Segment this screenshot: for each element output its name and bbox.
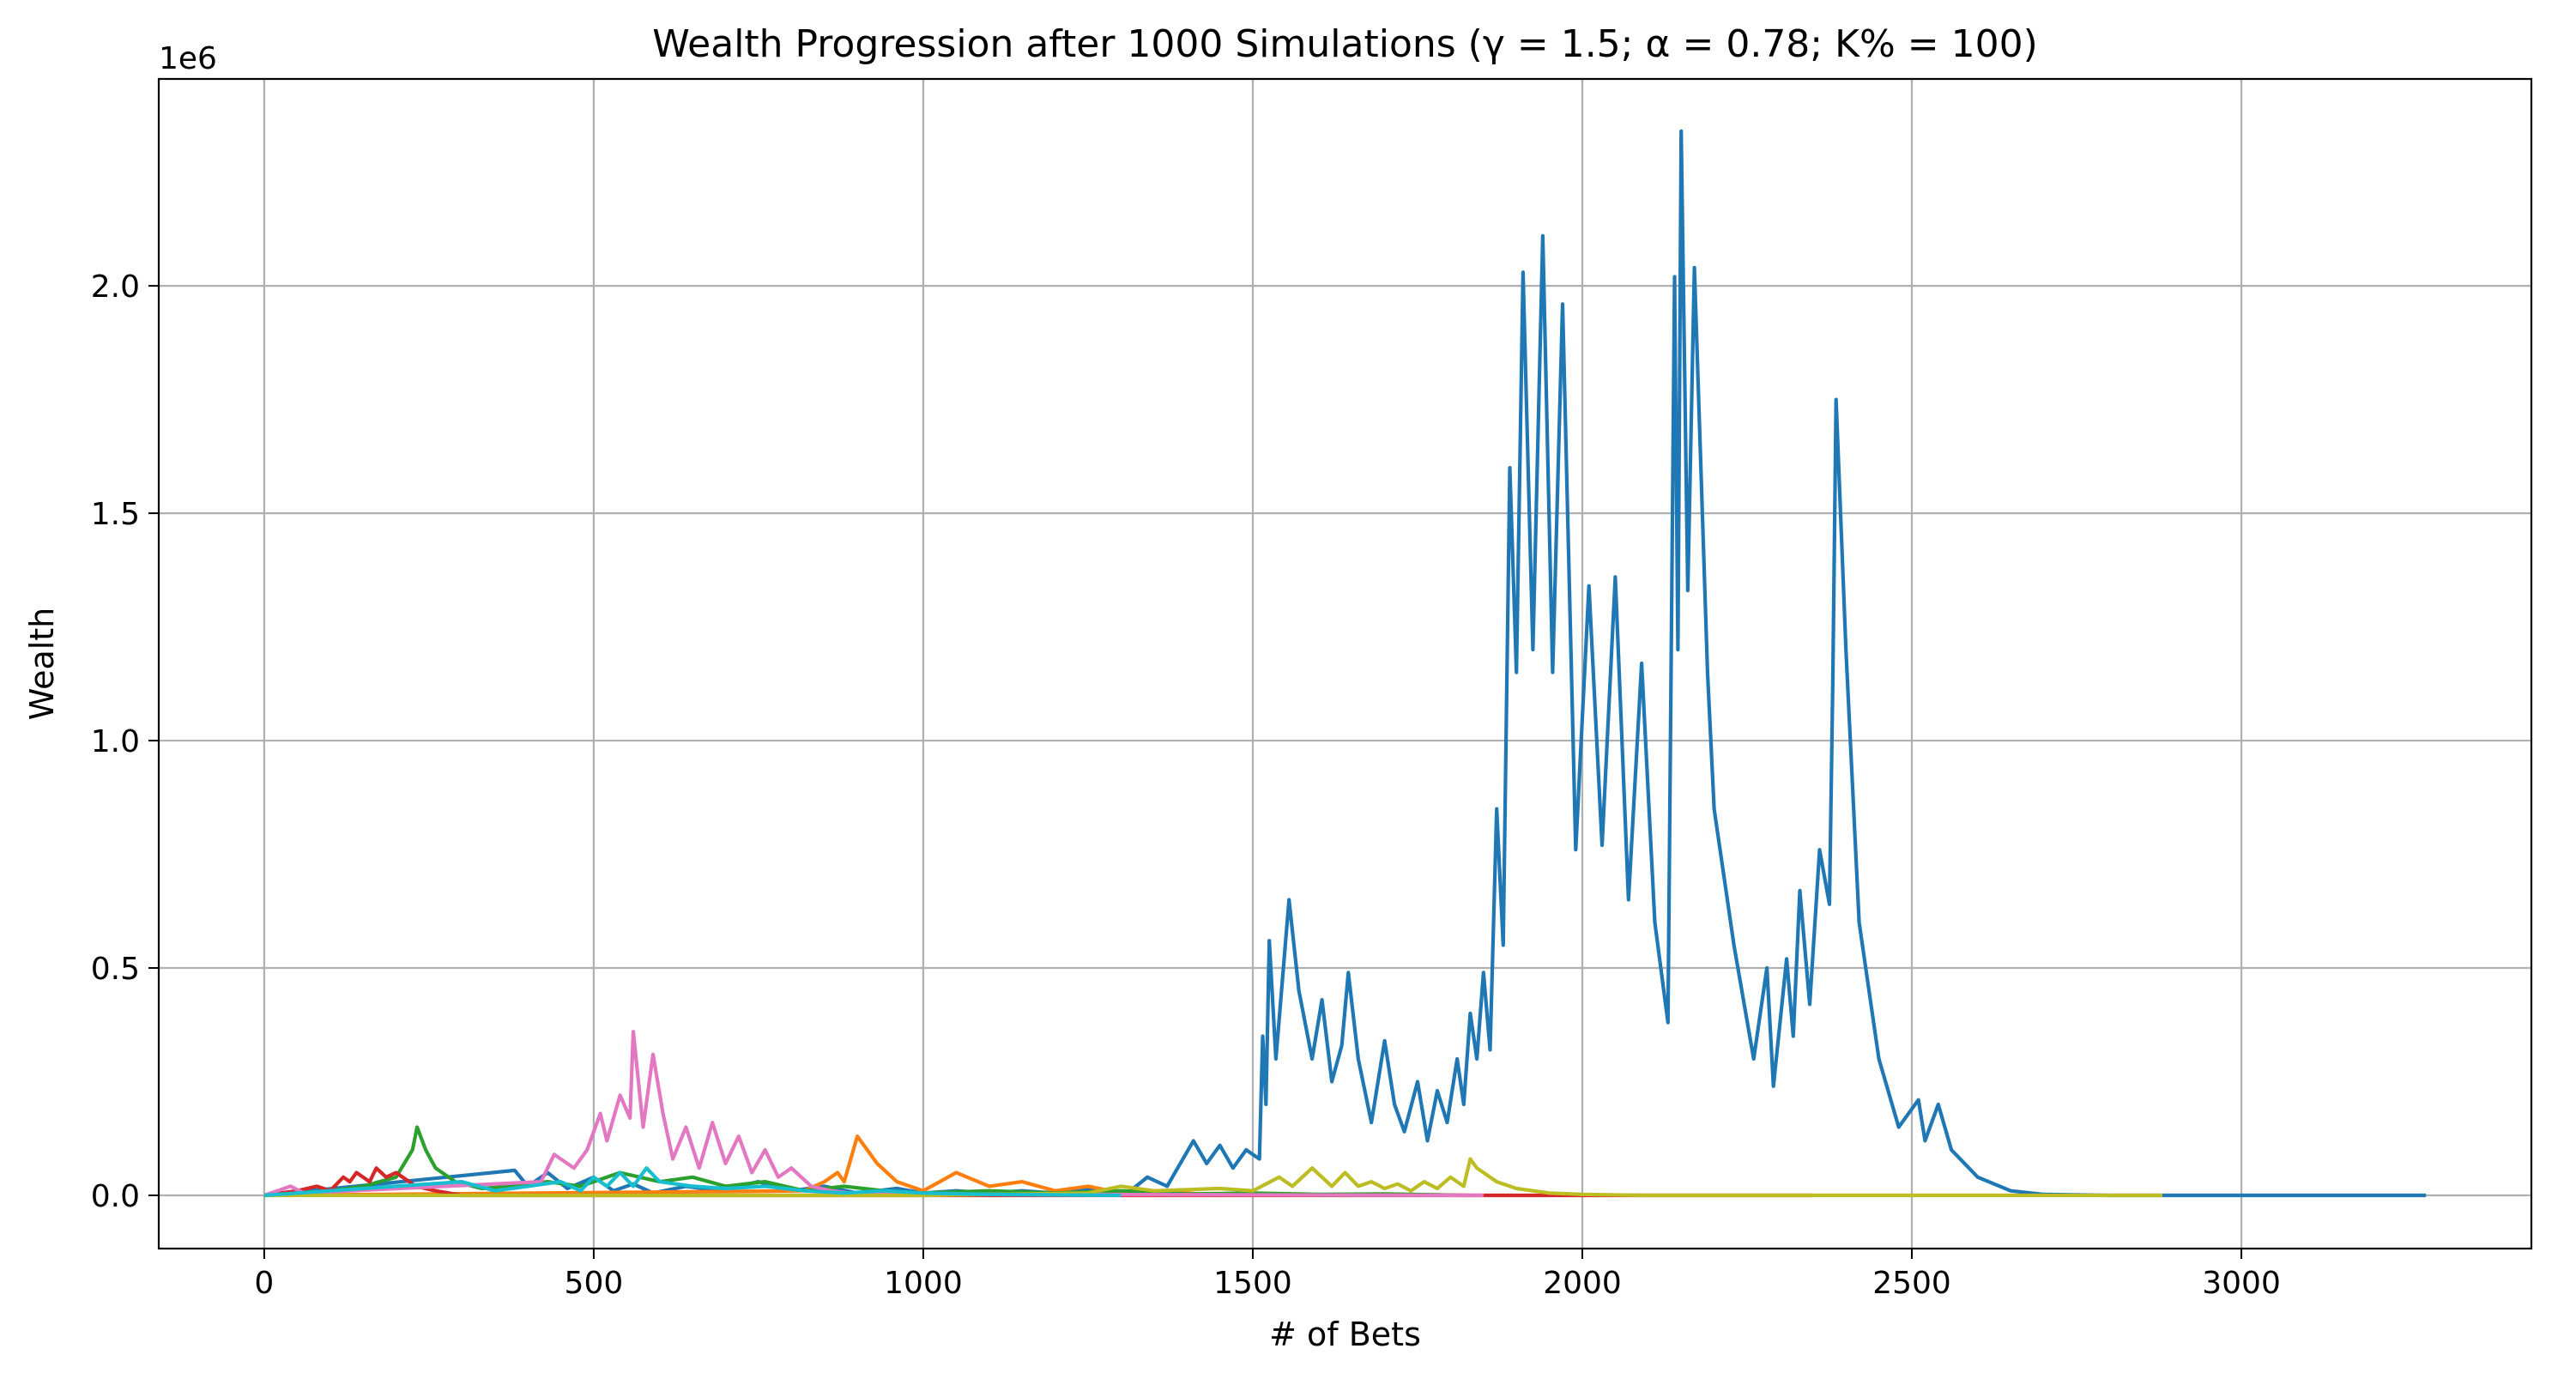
y-axis-ticks: 0.0 0.5 1.0 1.5 2.0 [91,269,159,1214]
x-axis-ticks: 0 500 1000 1500 2000 2500 3000 [254,1249,2281,1301]
x-tick-label: 3000 [2202,1266,2281,1301]
plot-area-frame [157,77,2533,1250]
chart-title: Wealth Progression after 1000 Simulation… [652,22,2038,66]
x-tick-label: 1000 [884,1266,963,1301]
series-lines [263,129,2427,1198]
y-tick-label: 2.0 [91,269,140,305]
series-line-3 [263,1125,1471,1198]
x-tick-label: 500 [565,1266,624,1301]
x-tick-label: 2500 [1872,1266,1951,1301]
y-tick-label: 0.0 [91,1179,140,1214]
grid [159,79,2531,1249]
x-axis-label: # of Bets [1269,1315,1421,1353]
y-axis-label: Wealth [23,608,61,721]
y-tick-label: 1.0 [91,724,140,759]
y-tick-label: 1.5 [91,497,140,532]
y-axis-offset-label: 1e6 [159,41,217,76]
x-tick-label: 0 [254,1266,274,1301]
series-line-5 [263,1030,1484,1198]
series-line-7 [263,1166,1122,1198]
x-tick-label: 1500 [1213,1266,1292,1301]
x-tick-label: 2000 [1543,1266,1622,1301]
y-tick-label: 0.5 [91,952,140,987]
series-line-6 [263,1157,2162,1198]
